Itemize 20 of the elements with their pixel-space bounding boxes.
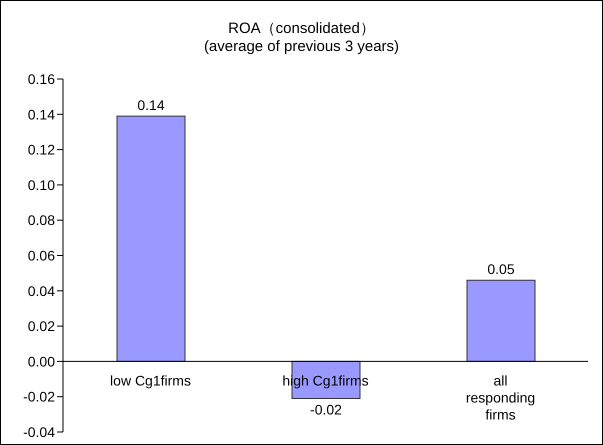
chart-subtitle: (average of previous 3 years) [202, 38, 400, 55]
data-label: 0.05 [487, 261, 515, 278]
x-tick-label: low Cg1firms [110, 372, 191, 388]
bar [116, 116, 186, 362]
y-tick-label: 0.04 [28, 282, 56, 299]
chart-title: ROA（consolidated） [227, 19, 376, 38]
y-tick-label: 0.10 [28, 176, 56, 193]
data-label: 0.14 [137, 97, 165, 114]
y-tick-label: 0.02 [28, 318, 56, 334]
y-tick-label: 0.00 [28, 353, 56, 370]
data-label: -0.02 [310, 401, 342, 418]
y-tick-label: -0.04 [23, 424, 56, 440]
y-tick-label: -0.02 [23, 388, 56, 405]
y-tick-label: 0.14 [28, 106, 56, 122]
y-tick-label: 0.08 [28, 212, 56, 228]
y-tick-label: 0.12 [28, 142, 56, 158]
y-tick-label: 0.06 [28, 247, 56, 264]
x-tick-label: all responding firms [466, 372, 536, 422]
bar [466, 280, 536, 362]
y-tick-label: 0.16 [28, 70, 56, 87]
